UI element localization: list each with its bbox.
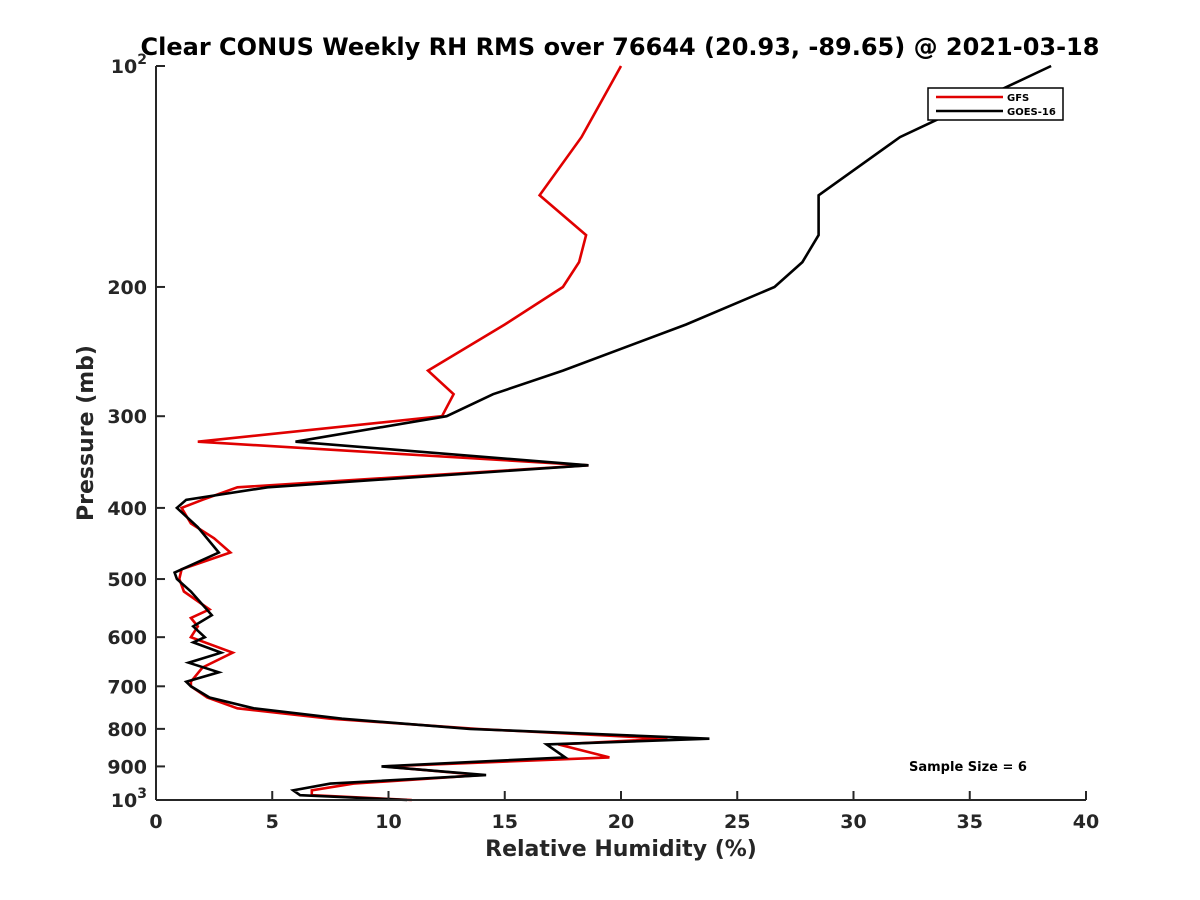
y-tick-label: 500 [107,569,147,591]
legend-box [927,87,1064,121]
x-tick-label: 40 [1073,811,1099,833]
series-line-gfs [177,65,668,802]
sample-size-annotation: Sample Size = 6 [909,760,1027,775]
legend-label-gfs: GFS [1007,93,1029,104]
x-tick-label: 25 [724,811,750,833]
x-tick-label: 0 [149,811,162,833]
x-axis-label: Relative Humidity (%) [485,837,757,862]
x-tick-label: 15 [492,811,518,833]
y-tick-label: 103 [111,786,147,812]
x-tick-label: 30 [840,811,866,833]
x-tick-label: 35 [957,811,983,833]
x-tick-label: 10 [375,811,401,833]
y-tick-label: 400 [107,498,147,520]
series-layer [172,64,1052,802]
chart-title: Clear CONUS Weekly RH RMS over 76644 (20… [141,33,1100,61]
y-tick-label: 200 [107,277,147,299]
legend-label-goes16: GOES-16 [1007,107,1056,118]
y-tick-label: 800 [107,719,147,741]
y-tick-label: 600 [107,627,147,649]
x-ticks: 0 5 10 15 20 25 30 35 40 [149,791,1099,833]
y-tick-label: 300 [107,406,147,428]
y-tick-label: 102 [111,52,147,78]
y-ticks: 102 200 300 400 500 600 700 800 900 103 [107,52,165,812]
y-axis-label: Pressure (mb) [74,345,99,521]
y-tick-label: 700 [107,676,147,698]
plot-area: 0 5 10 15 20 25 30 35 40 102 200 300 400 500 600 700 80… [107,52,1099,833]
series-line-goes16 [172,64,1052,802]
x-tick-label: 5 [266,811,279,833]
x-tick-label: 20 [608,811,634,833]
legend: GFS GOES-16 [927,87,1064,121]
y-tick-label: 900 [107,756,147,778]
